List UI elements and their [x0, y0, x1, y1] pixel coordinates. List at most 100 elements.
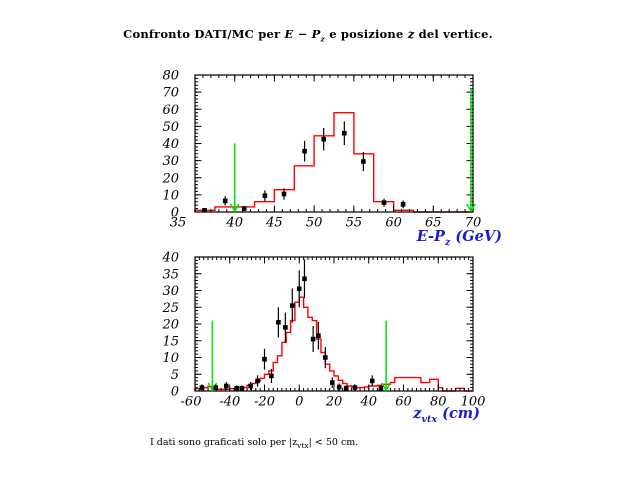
data-marker	[222, 198, 228, 204]
top-xaxis-title: E-Pz (GeV)	[300, 228, 502, 248]
data-marker	[234, 386, 239, 391]
data-marker	[381, 200, 387, 205]
data-marker	[330, 380, 335, 385]
tick-labels: 35 40 45 50 55 60 65 70 0 10 20 30 40 50 60 70 80	[161, 69, 481, 231]
y-tick-label: 30	[162, 154, 179, 169]
y-tick-label: 80	[162, 69, 179, 84]
y-tick-label: 35	[162, 267, 179, 282]
x-tick-label: 60	[395, 395, 412, 410]
data-marker	[323, 355, 328, 360]
x-tick-label: 65	[425, 216, 442, 231]
data-marker	[378, 386, 384, 391]
x-tick-label: 35	[170, 216, 187, 231]
data-marker	[239, 386, 245, 391]
data-marker	[316, 333, 321, 338]
x-tick-label: 40	[225, 216, 243, 231]
title-math-epz: E − P	[284, 27, 321, 41]
data-marker	[400, 202, 406, 207]
footnote-text-1: I dati sono graficati solo per |z	[150, 437, 298, 448]
data-points	[202, 121, 406, 213]
x-tick-label: 55	[346, 216, 363, 231]
cut-arrow	[207, 320, 218, 392]
y-tick-label: 25	[161, 301, 179, 316]
data-marker	[321, 136, 326, 142]
y-tick-label: 30	[162, 284, 179, 299]
y-tick-label: 50	[162, 120, 179, 135]
bottom-xaxis-title-sub: vtx	[421, 413, 438, 425]
data-marker	[283, 325, 288, 330]
data-marker	[302, 148, 307, 154]
footnote: I dati sono graficati solo per |zvtx| < …	[150, 437, 358, 450]
data-marker	[310, 336, 316, 342]
footnote-sub: vtx	[297, 440, 309, 450]
data-points	[199, 259, 384, 391]
y-tick-label: 0	[171, 206, 179, 221]
bottom-xaxis-title-unit: (cm)	[437, 405, 480, 422]
x-tick-label: 50	[306, 216, 323, 231]
title-math-z: z	[407, 27, 415, 41]
cut-arrow	[466, 88, 476, 213]
data-marker	[202, 208, 207, 213]
x-tick-label: 40	[360, 395, 378, 410]
data-marker	[269, 373, 274, 379]
data-marker	[343, 386, 349, 391]
x-tick-label: -40	[219, 395, 240, 410]
bottom-xaxis-title-main: z	[413, 405, 422, 422]
top-plot: 35 40 45 50 55 60 65 70 0 10 20 30 40 50 60 70 80	[161, 69, 481, 231]
y-tick-label: 15	[162, 334, 179, 349]
y-tick-label: 0	[171, 385, 179, 400]
data-marker	[213, 385, 219, 390]
y-tick-label: 60	[162, 103, 179, 118]
x-tick-label: 45	[265, 216, 283, 231]
y-tick-label: 40	[161, 251, 179, 266]
title-text-2: e posizione	[324, 27, 408, 41]
data-marker	[369, 378, 375, 384]
data-marker	[342, 130, 347, 136]
top-xaxis-title-main: E-P	[416, 228, 445, 245]
data-marker	[296, 286, 302, 292]
top-xaxis-title-sub: z	[444, 236, 451, 248]
title-math-epz-sub: z	[320, 34, 325, 44]
mc-histogram	[194, 112, 473, 213]
y-tick-label: 20	[161, 318, 179, 333]
axis-ticks	[194, 256, 474, 392]
x-tick-label: -20	[254, 395, 275, 410]
bottom-xaxis-title: zvtx (cm)	[280, 405, 480, 425]
data-marker	[262, 193, 268, 198]
data-marker	[248, 383, 253, 389]
mc-histogram	[194, 296, 473, 392]
y-tick-label: 20	[161, 171, 179, 186]
top-xaxis-title-unit: (GeV)	[450, 228, 502, 245]
x-tick-label: 20	[325, 395, 343, 410]
cut-arrow	[381, 320, 391, 392]
x-tick-label: 80	[430, 395, 447, 410]
x-tick-label: 60	[385, 216, 402, 231]
cut-arrow	[229, 143, 240, 213]
data-marker	[290, 303, 295, 308]
title-text-1: Confronto DATI/MC per	[123, 27, 285, 41]
page-title: Confronto DATI/MC per E − Pz e posizione…	[0, 27, 616, 43]
y-tick-label: 10	[162, 188, 179, 203]
data-marker	[224, 383, 229, 389]
x-tick-label: 0	[295, 395, 303, 410]
data-marker	[302, 276, 307, 282]
data-marker	[241, 206, 247, 211]
x-tick-label: -60	[181, 395, 202, 410]
data-marker	[255, 378, 260, 384]
footnote-text-2: | < 50 cm.	[308, 437, 359, 448]
data-marker	[281, 191, 287, 197]
y-tick-label: 5	[171, 368, 179, 383]
data-marker	[262, 356, 267, 362]
y-tick-label: 40	[161, 137, 179, 152]
y-tick-label: 10	[162, 351, 179, 366]
data-marker	[276, 320, 281, 325]
data-marker	[336, 384, 342, 390]
x-tick-label: 100	[461, 395, 486, 410]
data-marker	[199, 385, 205, 390]
data-marker	[352, 385, 358, 390]
title-text-3: del vertice.	[414, 27, 493, 41]
